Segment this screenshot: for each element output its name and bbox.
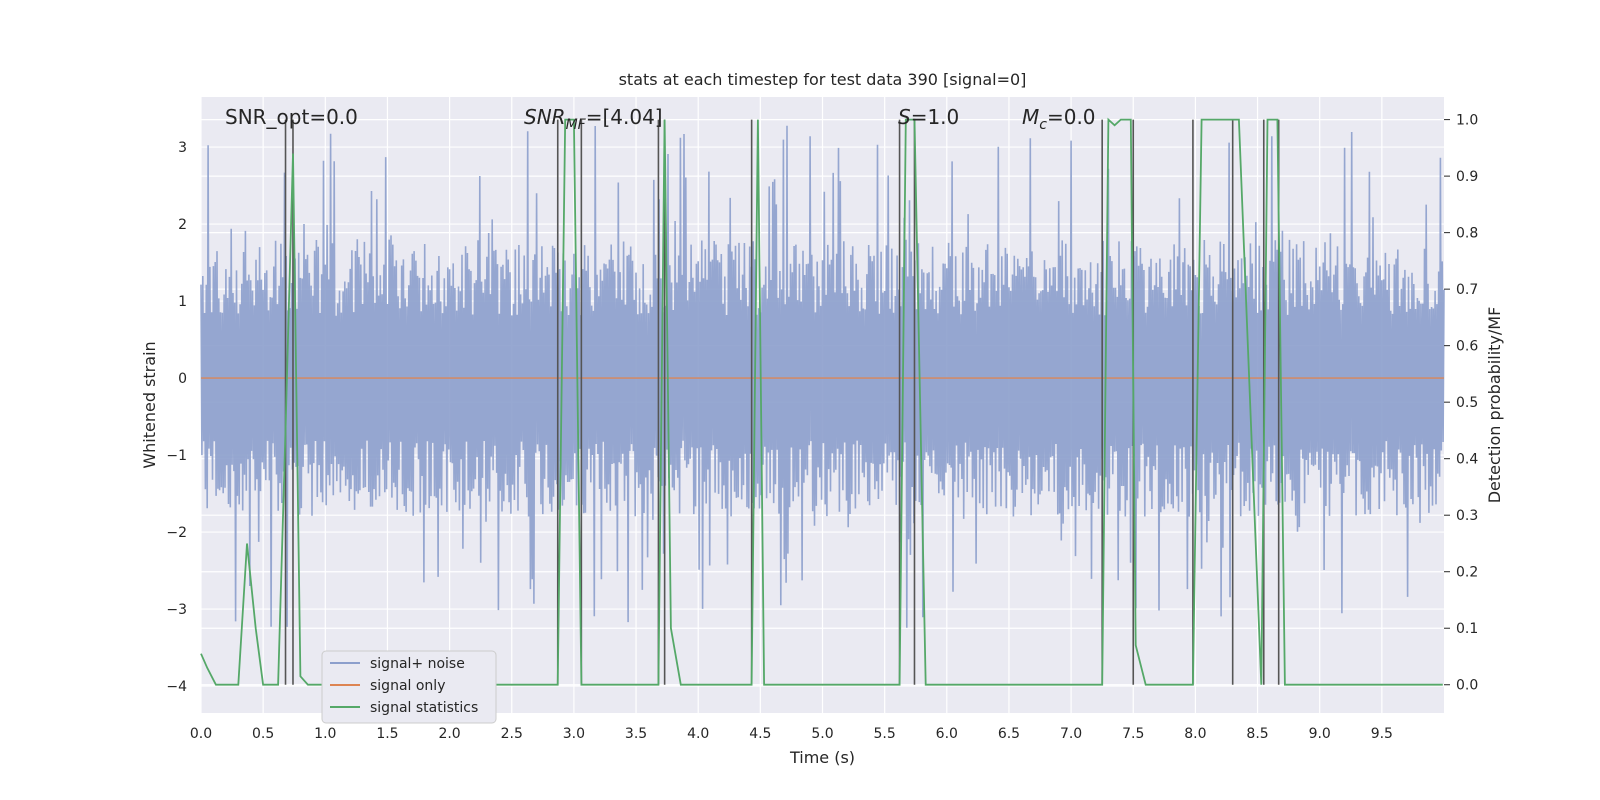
annotation-s-value: =1.0 xyxy=(911,105,960,129)
x-tick-label: 1.5 xyxy=(376,726,398,742)
y-right-axis-label: Detection probability/MF xyxy=(1485,307,1504,504)
chart-title: stats at each timestep for test data 390… xyxy=(619,70,1027,89)
x-tick-label: 9.0 xyxy=(1309,726,1331,742)
x-tick-label: 1.0 xyxy=(314,726,336,742)
x-axis-label: Time (s) xyxy=(789,748,855,767)
y-right-tick-label: 0.6 xyxy=(1456,339,1478,355)
y-axis-ticks: 3 2 1 0 −1 −2 −3 −4 xyxy=(166,140,187,695)
y-right-tick-label: 0.8 xyxy=(1456,226,1478,242)
x-tick-label: 2.0 xyxy=(438,726,460,742)
y-right-tick-label: 0.5 xyxy=(1456,395,1478,411)
annotation-s: S=1.0 xyxy=(898,105,959,129)
signal-statistics-line xyxy=(200,117,1443,686)
legend-entry-signal-only: signal only xyxy=(370,678,445,694)
noise-series xyxy=(200,125,1445,628)
y-right-axis-ticks: 1.0 0.9 0.8 0.7 0.6 0.5 0.4 0.3 0.2 0.1 0.0 xyxy=(1444,113,1478,694)
annotation-mc-prefix: M xyxy=(1022,105,1039,129)
x-tick-label: 9.5 xyxy=(1371,726,1393,742)
y-tick-label: −3 xyxy=(166,602,187,618)
x-tick-label: 8.0 xyxy=(1184,726,1206,742)
x-axis-ticks: 0.0 0.5 1.0 1.5 2.0 2.5 3.0 3.5 4.0 4.5 5.0 5.5 6.0 6… xyxy=(190,726,1393,742)
x-tick-label: 5.0 xyxy=(811,726,833,742)
x-tick-label: 3.5 xyxy=(625,726,647,742)
noise-trace xyxy=(200,125,1445,628)
y-right-tick-label: 0.7 xyxy=(1456,282,1478,298)
y-tick-label: 3 xyxy=(178,140,187,156)
y-right-tick-label: 0.0 xyxy=(1456,678,1478,694)
x-tick-label: 4.5 xyxy=(749,726,771,742)
x-tick-label: 6.0 xyxy=(936,726,958,742)
x-tick-label: 0.5 xyxy=(252,726,274,742)
annotation-snr-mf: SNRMF=[4.04] xyxy=(524,105,663,133)
x-tick-label: 0.0 xyxy=(190,726,212,742)
annotation-mc-value: =0.0 xyxy=(1047,105,1096,129)
legend: signal+ noise signal only signal statist… xyxy=(321,650,497,724)
y-tick-label: 0 xyxy=(178,371,187,387)
y-tick-label: 1 xyxy=(178,294,187,310)
x-tick-label: 8.5 xyxy=(1246,726,1268,742)
annotation-snr-mf-value: =[4.04] xyxy=(586,105,663,129)
annotation-s-prefix: S xyxy=(898,105,911,129)
y-right-tick-label: 1.0 xyxy=(1456,113,1478,129)
x-tick-label: 7.5 xyxy=(1122,726,1144,742)
y-tick-label: −4 xyxy=(166,679,187,695)
annotation-snr-opt: SNR_opt=0.0 xyxy=(225,105,358,129)
x-tick-label: 2.5 xyxy=(501,726,523,742)
annotation-mc-sub: c xyxy=(1039,117,1047,133)
y-tick-label: −1 xyxy=(166,448,187,464)
y-right-tick-label: 0.2 xyxy=(1456,565,1478,581)
x-tick-label: 3.0 xyxy=(563,726,585,742)
y-tick-label: 2 xyxy=(178,217,187,233)
y-right-tick-label: 0.1 xyxy=(1456,621,1478,637)
annotation-snr-mf-sub: MF xyxy=(566,117,587,133)
y-right-tick-label: 0.9 xyxy=(1456,169,1478,185)
y-tick-label: −2 xyxy=(166,525,187,541)
annotation-snr-mf-prefix: SNR xyxy=(524,105,566,129)
x-tick-label: 7.0 xyxy=(1060,726,1082,742)
x-tick-label: 4.0 xyxy=(687,726,709,742)
x-tick-label: 5.5 xyxy=(874,726,896,742)
x-tick-label: 6.5 xyxy=(998,726,1020,742)
legend-entry-signal-statistics: signal statistics xyxy=(370,700,478,716)
legend-entry-noise: signal+ noise xyxy=(370,656,465,672)
annotation-mc: Mc=0.0 xyxy=(1022,105,1096,133)
y-right-tick-label: 0.3 xyxy=(1456,508,1478,524)
y-axis-label: Whitened strain xyxy=(140,341,159,468)
y-right-tick-label: 0.4 xyxy=(1456,452,1478,468)
legend-box xyxy=(321,650,497,724)
